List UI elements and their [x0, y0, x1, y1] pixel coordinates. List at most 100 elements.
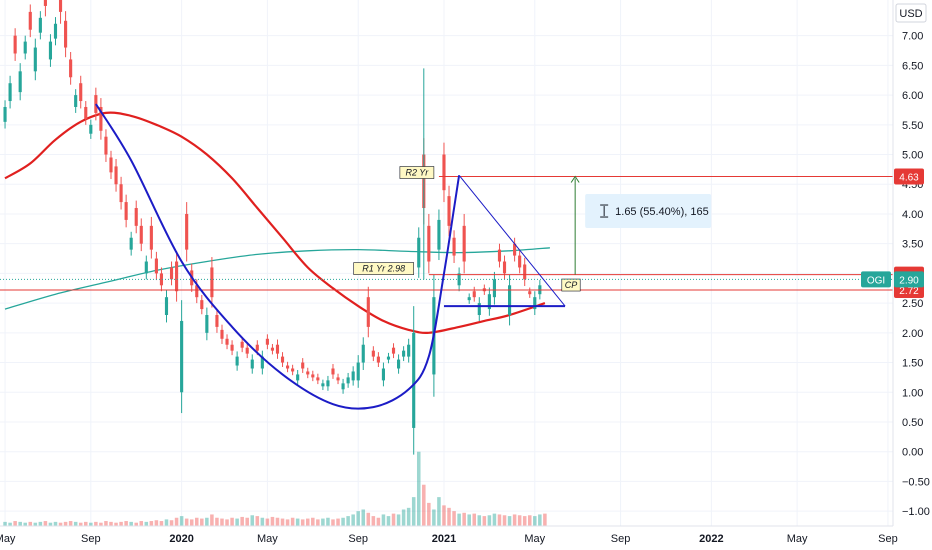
x-tick-label: Sep	[878, 533, 898, 545]
candle-body	[114, 166, 118, 185]
volume-bar	[517, 515, 522, 526]
candle-body	[43, 0, 47, 6]
cup-curve	[95, 103, 461, 410]
volume-bar	[255, 516, 260, 526]
volume-bar	[522, 516, 527, 526]
volume-bar	[502, 515, 507, 526]
volume-bar	[215, 517, 219, 526]
candle-body	[386, 356, 391, 360]
candle-body	[296, 374, 300, 381]
candle-body	[336, 377, 340, 381]
level-tag-text: R1 Yr 2.98	[362, 264, 405, 274]
volume-bar	[482, 516, 487, 526]
candle-body	[467, 297, 471, 301]
triangle-line	[458, 175, 566, 307]
candle-body	[58, 0, 63, 12]
volume-bar	[527, 515, 532, 526]
candle-body	[230, 344, 234, 351]
level-tag-text: R2 Yr	[405, 168, 429, 178]
candle-body	[169, 267, 174, 280]
volume-bar	[437, 497, 441, 526]
volume-bar	[63, 521, 68, 526]
volume-bar	[356, 511, 360, 526]
volume-bar	[290, 517, 295, 526]
volume-bar	[270, 516, 275, 526]
volume-bar	[99, 522, 103, 526]
volume-bar	[235, 518, 239, 526]
ticker-tag	[861, 271, 891, 288]
candle-body	[235, 356, 239, 366]
candle-body	[427, 225, 431, 262]
x-tick-label: May	[787, 533, 808, 545]
candle-body	[477, 303, 481, 316]
price-tag-text: 2.72	[899, 286, 919, 297]
candle-body	[513, 243, 517, 256]
candle-body	[391, 347, 396, 354]
candle-body	[185, 213, 189, 250]
candle-body	[3, 106, 7, 122]
price-axis[interactable]: 7.006.506.005.505.004.504.003.503.002.50…	[892, 0, 930, 526]
y-tick-label: 1.00	[902, 387, 923, 399]
volume-bar	[331, 519, 335, 526]
price-tag-r2	[894, 168, 924, 185]
volume-bar	[316, 519, 320, 526]
candle-body	[119, 184, 123, 203]
volume-bar	[230, 517, 234, 526]
y-tick-label: 4.00	[902, 209, 923, 221]
y-tick-label: 2.50	[902, 298, 923, 310]
currency-label[interactable]: USD	[895, 3, 927, 23]
chart-grid	[0, 0, 893, 526]
y-tick-label: −0.50	[902, 476, 930, 488]
x-tick-label: May	[0, 533, 16, 545]
volume-bar	[432, 509, 436, 526]
volume-bar	[94, 521, 98, 526]
candle-body	[79, 83, 83, 102]
candle-body	[381, 368, 385, 381]
volume-bar	[422, 484, 426, 526]
candle-body	[497, 249, 502, 262]
candle-body	[23, 41, 27, 54]
y-tick-label: 0.50	[902, 417, 923, 429]
measure-text: 1.65 (55.40%), 165	[615, 206, 709, 218]
candle-body	[255, 344, 259, 351]
volume-bar	[240, 516, 244, 526]
candle-body	[104, 136, 108, 155]
y-tick-label: 0.00	[902, 447, 923, 459]
candle-body	[356, 362, 360, 381]
candle-body	[487, 294, 491, 310]
candle-body	[99, 106, 103, 131]
volume-bar	[28, 521, 33, 526]
volume-bar	[280, 518, 285, 526]
x-tick-label: Sep	[81, 533, 101, 545]
volume-bar	[245, 517, 249, 526]
volume-bar	[169, 520, 174, 526]
candle-body	[134, 208, 138, 226]
volume-bar	[68, 521, 73, 526]
volume-bar	[507, 516, 512, 526]
candle-body	[306, 371, 310, 375]
volume-bar	[159, 521, 164, 526]
volume-bar	[220, 518, 224, 526]
volume-bar	[366, 512, 371, 526]
candle-body	[260, 356, 264, 369]
candle-body	[417, 237, 421, 268]
volume-bar	[114, 522, 118, 526]
candle-body	[270, 347, 275, 351]
candle-body	[407, 344, 411, 357]
candle-body	[275, 344, 280, 354]
candle-body	[361, 344, 365, 363]
candle-body	[195, 285, 199, 298]
volume-bar	[189, 519, 194, 526]
x-tick-label: 2021	[432, 533, 456, 545]
candle-body	[286, 365, 290, 369]
volume-bar	[447, 507, 451, 526]
candle-body	[442, 154, 446, 191]
candle-body	[311, 374, 315, 378]
candle-body	[64, 20, 68, 48]
volume-bar	[260, 517, 265, 526]
ma-short-line	[4, 111, 546, 334]
volume-bar	[336, 518, 340, 526]
y-tick-label: 6.00	[902, 90, 923, 102]
time-axis[interactable]: May Sep 2020 May Sep 2021 May Sep 2022 May Sep	[0, 525, 898, 545]
